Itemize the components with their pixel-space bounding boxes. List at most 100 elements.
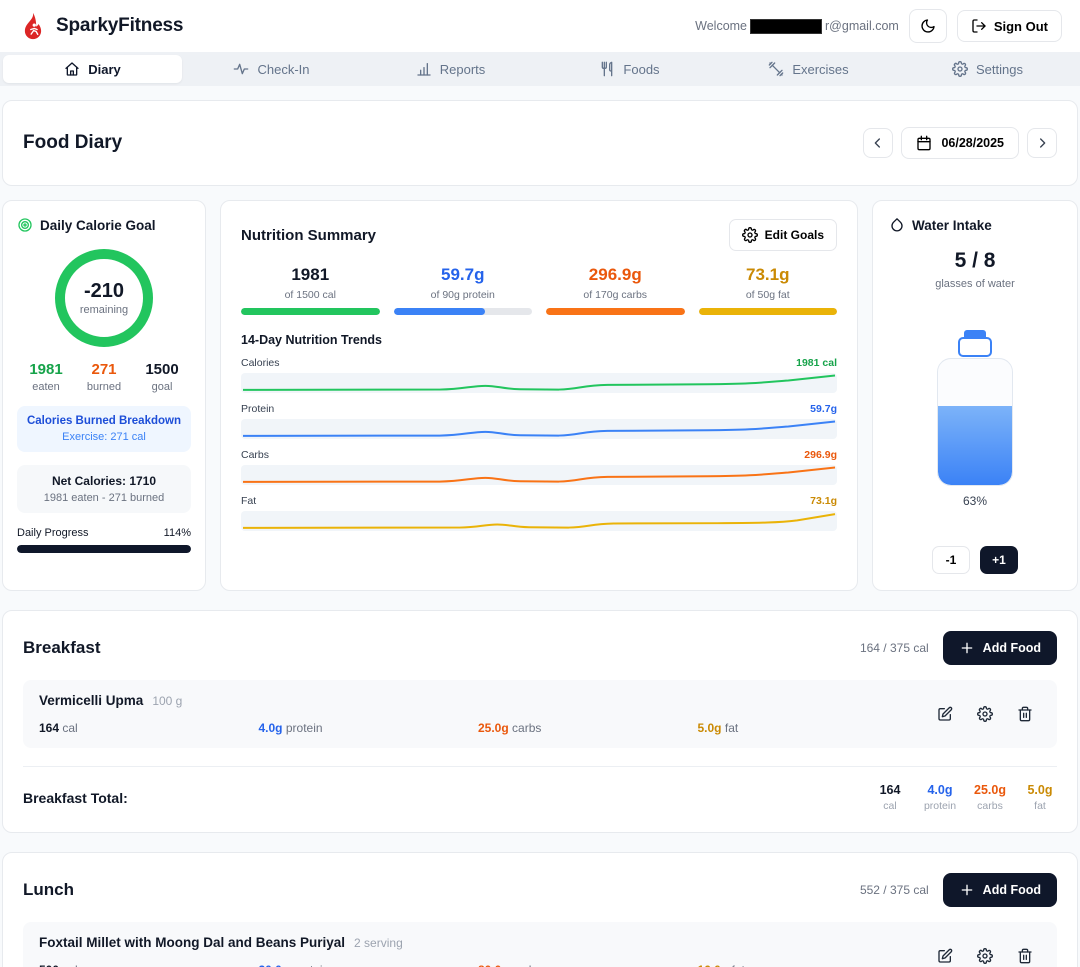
meal-title-lunch: Lunch	[23, 880, 74, 899]
edit-goals-button[interactable]: Edit Goals	[728, 219, 837, 251]
lunch-calorie-summary: 552 / 375 cal	[859, 883, 929, 897]
calendar-icon	[917, 135, 932, 151]
water-decrement-button[interactable]: -1	[932, 546, 970, 574]
water-bottle: 63%	[889, 330, 1061, 508]
tab-exercises[interactable]: Exercises	[719, 55, 898, 83]
gear-icon	[741, 227, 758, 243]
trends-title: 14-Day Nutrition Trends	[241, 333, 382, 347]
calories-remaining-value: -210	[83, 280, 125, 302]
net-calories-box: Net Calories: 1710 1981 eaten - 271 burn…	[17, 465, 191, 513]
droplet-icon	[891, 218, 903, 232]
log-out-icon	[972, 19, 986, 33]
food-quantity: 100 g	[152, 694, 183, 708]
breakfast-calorie-summary: 164 / 375 cal	[859, 641, 929, 655]
carbs-macro: 296.9g of 170g carbs	[546, 265, 685, 315]
fat-macro: 73.1g of 50g fat	[698, 265, 837, 315]
divider	[23, 766, 1057, 767]
app-header: SparkyFitness Welcome r@gmail.com Sign O…	[0, 0, 1080, 52]
fat-sparkline	[241, 511, 837, 531]
trash-icon	[1018, 948, 1032, 964]
brand: SparkyFitness	[18, 11, 183, 41]
welcome-text: Welcome r@gmail.com	[695, 18, 899, 34]
current-date: 06/28/2025	[941, 136, 1004, 150]
dumbbell-icon	[768, 61, 784, 77]
food-row-foxtail-millet: Foxtail Millet with Moong Dal and Beans …	[23, 922, 1057, 967]
burned-stat: 271 burned	[86, 361, 122, 393]
tab-check-in[interactable]: Check-In	[182, 55, 361, 83]
lunch-section: Lunch 552 / 375 cal Add Food Foxtail Mil…	[2, 852, 1078, 967]
food-row-vermicelli-upma: Vermicelli Upma 100 g 164 cal 4.0g prote…	[23, 680, 1057, 748]
tab-reports[interactable]: Reports	[361, 55, 540, 83]
carbs-trend-row: Carbs 296.9g	[241, 449, 837, 485]
edit-icon	[938, 948, 953, 963]
target-icon	[18, 218, 32, 232]
gear-icon	[952, 61, 968, 77]
delete-food-button[interactable]	[1017, 706, 1033, 722]
breakfast-total-row: Breakfast Total: 164 cal 4.0g protein 25.0…	[23, 783, 1053, 812]
protein-sparkline	[241, 419, 837, 439]
water-intake-title: Water Intake	[912, 217, 992, 233]
calories-trend-row: Calories 1981 cal	[241, 357, 837, 393]
food-settings-button[interactable]	[977, 706, 993, 722]
fat-trend-row: Fat 73.1g	[241, 495, 837, 531]
edit-icon	[938, 706, 953, 721]
diary-header-card: Food Diary 06/28/2025	[2, 100, 1078, 186]
carbs-sparkline	[241, 465, 837, 485]
app-title: SparkyFitness	[56, 15, 184, 36]
flame-logo-icon	[24, 12, 42, 40]
page-title: Food Diary	[23, 132, 123, 153]
previous-day-button[interactable]	[863, 128, 894, 158]
food-name: Vermicelli Upma	[39, 693, 144, 708]
utensils-icon	[602, 61, 613, 77]
nutrition-summary-card: Nutrition Summary Edit Goals 1981 of 150…	[220, 200, 858, 591]
chevron-right-icon	[1040, 138, 1046, 148]
redacted-username	[750, 18, 823, 34]
food-name: Foxtail Millet with Moong Dal and Beans …	[39, 935, 346, 950]
gear-icon	[977, 706, 993, 722]
edit-food-button[interactable]	[937, 706, 953, 722]
edit-food-button[interactable]	[937, 948, 953, 964]
plus-icon	[961, 884, 973, 896]
delete-food-button[interactable]	[1017, 948, 1033, 964]
nutrition-summary-title: Nutrition Summary	[241, 226, 377, 244]
theme-toggle-button[interactable]	[908, 9, 947, 43]
water-increment-button[interactable]: +1	[980, 546, 1018, 574]
protein-macro: 59.7g of 90g protein	[393, 265, 532, 315]
activity-icon	[234, 63, 249, 75]
protein-trend-row: Protein 59.7g	[241, 403, 837, 439]
calories-burned-breakdown: Calories Burned Breakdown Exercise: 271 …	[17, 406, 191, 452]
tab-diary[interactable]: Diary	[3, 55, 182, 83]
water-percent: 63%	[962, 494, 988, 508]
calorie-goal-title: Daily Calorie Goal	[40, 217, 156, 233]
breakfast-section: Breakfast 164 / 375 cal Add Food Vermice…	[2, 610, 1078, 833]
food-quantity: 2 serving	[354, 936, 403, 950]
calorie-remaining-ring: -210 remaining	[55, 249, 153, 347]
tab-settings[interactable]: Settings	[898, 55, 1077, 83]
food-settings-button[interactable]	[977, 948, 993, 964]
moon-icon	[921, 19, 935, 33]
gear-icon	[977, 948, 993, 964]
eaten-stat: 1981 eaten	[29, 361, 63, 393]
calories-sparkline	[241, 373, 837, 393]
daily-calorie-goal-card: Daily Calorie Goal -210 remaining 1981 e…	[2, 200, 206, 591]
meal-title-breakfast: Breakfast	[23, 638, 101, 657]
home-icon	[65, 62, 79, 76]
next-day-button[interactable]	[1027, 128, 1057, 158]
bar-chart-icon	[417, 63, 431, 76]
main-nav: Diary Check-In Reports Foods Exercises S…	[0, 52, 1080, 86]
add-food-button-breakfast[interactable]: Add Food	[942, 631, 1057, 665]
daily-progress-percent: 114%	[163, 527, 191, 539]
chevron-left-icon	[875, 138, 881, 148]
date-picker-button[interactable]: 06/28/2025	[901, 127, 1019, 159]
sign-out-button[interactable]: Sign Out	[956, 10, 1062, 42]
tab-foods[interactable]: Foods	[540, 55, 719, 83]
daily-progress-bar	[17, 545, 191, 553]
calories-macro: 1981 of 1500 cal	[241, 265, 380, 315]
water-count: 5 / 8	[954, 249, 996, 272]
plus-icon	[961, 642, 973, 654]
water-fill	[938, 405, 1012, 485]
water-intake-card: Water Intake 5 / 8 glasses of water 63% …	[872, 200, 1078, 591]
add-food-button-lunch[interactable]: Add Food	[942, 873, 1057, 907]
daily-progress: Daily Progress 114%	[17, 527, 191, 539]
date-navigation: 06/28/2025	[863, 127, 1057, 159]
